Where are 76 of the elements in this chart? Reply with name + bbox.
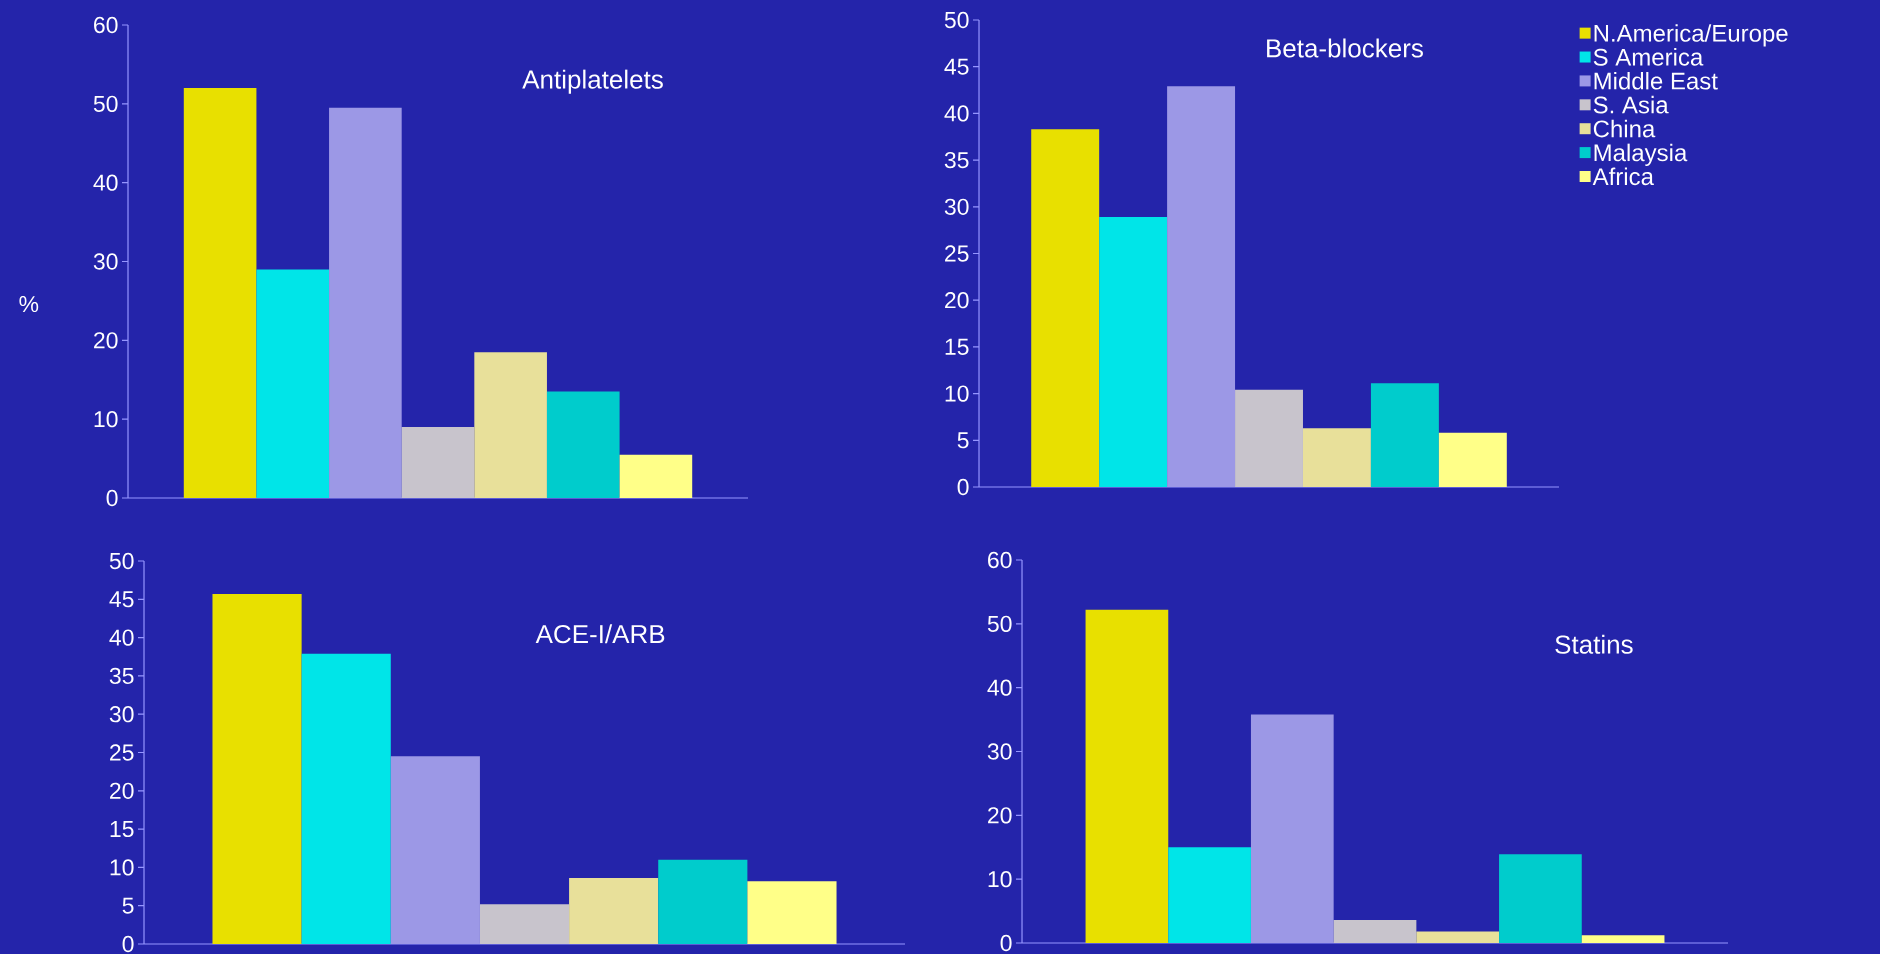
- bar: [1333, 920, 1417, 943]
- bar: [569, 878, 659, 944]
- bar: [1235, 389, 1303, 487]
- bar: [401, 427, 475, 498]
- y-tick-label: 10: [945, 385, 969, 402]
- bar: [1099, 217, 1168, 487]
- y-tick-label: 10: [988, 871, 1012, 888]
- y-tick-label: 20: [94, 332, 118, 349]
- bar: [1085, 609, 1169, 943]
- legend-label: Africa: [1592, 167, 1654, 186]
- bar: [658, 859, 748, 944]
- legend-label: S. Asia: [1593, 95, 1669, 114]
- bar: [1031, 129, 1100, 487]
- bar: [1499, 854, 1582, 943]
- bar: [1416, 931, 1500, 943]
- text: Antiplatelets: [522, 69, 663, 94]
- bar: [183, 88, 257, 498]
- y-axis-title: %: [19, 296, 39, 313]
- text: Beta-blockers: [1267, 38, 1423, 58]
- legend-label: China: [1593, 119, 1656, 138]
- text: Statins: [1555, 634, 1633, 654]
- y-tick-label: 5: [122, 897, 134, 914]
- y-tick-label: 0: [122, 935, 134, 953]
- bar: [390, 756, 480, 944]
- y-tick-label: 0: [957, 478, 969, 496]
- bar: [1438, 432, 1507, 487]
- legend-label: Malaysia: [1594, 143, 1688, 167]
- bar: [329, 107, 402, 498]
- y-tick-label: 45: [944, 58, 969, 75]
- bar: [546, 391, 620, 498]
- y-tick-label: 40: [109, 629, 134, 646]
- bar: [1581, 935, 1665, 943]
- y-tick-label: 50: [109, 552, 134, 570]
- y-tick-label: 35: [109, 667, 134, 685]
- y-tick-label: 50: [987, 615, 1012, 632]
- bar: [301, 653, 391, 944]
- y-tick-label: 40: [987, 679, 1012, 696]
- y-tick-label: 30: [109, 706, 134, 723]
- legend-label: S America: [1593, 48, 1704, 66]
- bar: [1167, 86, 1236, 487]
- y-tick-label: 50: [944, 11, 969, 29]
- y-tick-label: 35: [944, 151, 969, 169]
- y-tick-label: 60: [988, 551, 1012, 569]
- bar: [1250, 714, 1334, 943]
- y-tick-label: 20: [945, 292, 969, 309]
- bar: [1370, 383, 1439, 487]
- y-tick-label: 20: [988, 807, 1012, 824]
- y-tick-label: 15: [110, 821, 134, 838]
- bar: [479, 904, 570, 944]
- bar: [1302, 428, 1371, 487]
- y-tick-label: 60: [94, 16, 118, 34]
- y-tick-label: 10: [110, 859, 134, 876]
- bar: [212, 593, 302, 944]
- y-tick-label: 5: [957, 432, 969, 449]
- bar: [1168, 847, 1251, 943]
- y-tick-label: 0: [1000, 934, 1012, 952]
- y-tick-label: 25: [110, 744, 134, 761]
- legend-label: N.America/Europe: [1594, 24, 1788, 47]
- bar: [256, 269, 330, 498]
- bar: [619, 454, 693, 498]
- y-tick-label: 15: [945, 338, 969, 355]
- y-tick-label: 45: [109, 591, 134, 608]
- bar: [474, 352, 547, 498]
- y-tick-label: 30: [944, 198, 969, 215]
- text: ACE-I/ARB: [535, 624, 665, 644]
- y-tick-label: 40: [944, 105, 969, 122]
- y-tick-label: 40: [93, 174, 118, 191]
- y-tick-label: 30: [987, 743, 1012, 760]
- legend-label: Middle East: [1594, 71, 1718, 90]
- y-tick-label: 0: [106, 489, 118, 507]
- y-tick-label: 10: [94, 411, 118, 428]
- y-tick-label: 30: [93, 253, 118, 270]
- y-tick-label: 25: [945, 245, 969, 262]
- bar: [747, 881, 837, 944]
- y-tick-label: 20: [110, 782, 134, 799]
- y-tick-label: 50: [93, 95, 118, 112]
